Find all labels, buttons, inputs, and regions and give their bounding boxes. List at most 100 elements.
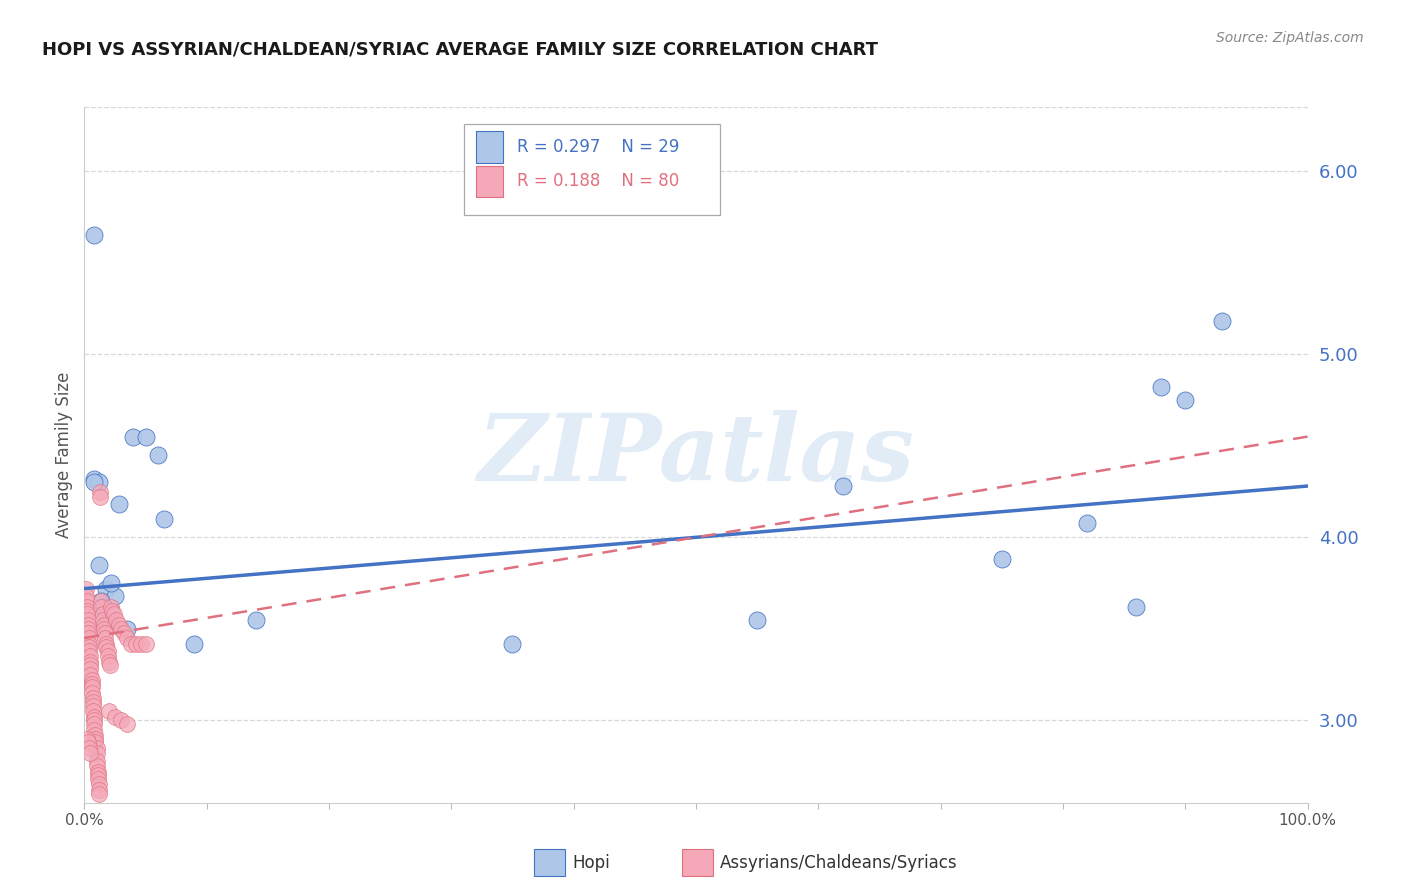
Point [97, 644, 120, 658]
Point [87, 764, 110, 779]
Point [79, 667, 101, 681]
Point [83, 475, 105, 490]
Point [125, 636, 148, 650]
FancyBboxPatch shape [464, 124, 720, 215]
Point [135, 636, 157, 650]
Point [86, 740, 108, 755]
Point [79, 655, 101, 669]
Point [76, 599, 98, 614]
Point [91, 607, 114, 622]
Point [86, 747, 108, 761]
Point [90, 599, 112, 614]
Point [77, 644, 100, 658]
Point [83, 723, 105, 737]
Point [76, 594, 98, 608]
Point [77, 618, 100, 632]
Point [93, 618, 115, 632]
Point [87, 783, 110, 797]
Point [77, 740, 100, 755]
Point [80, 681, 103, 695]
Point [831, 479, 853, 493]
Y-axis label: Average Family Size: Average Family Size [55, 372, 73, 538]
Point [90, 594, 112, 608]
Text: HOPI VS ASSYRIAN/CHALDEAN/SYRIAC AVERAGE FAMILY SIZE CORRELATION CHART: HOPI VS ASSYRIAN/CHALDEAN/SYRIAC AVERAGE… [42, 40, 879, 58]
Point [97, 704, 120, 718]
Point [146, 448, 169, 462]
FancyBboxPatch shape [475, 166, 503, 197]
Point [82, 704, 104, 718]
Text: ZIPatlas: ZIPatlas [478, 410, 914, 500]
Point [1076, 516, 1098, 530]
Point [77, 735, 100, 749]
Point [79, 649, 101, 664]
Point [97, 649, 120, 664]
Point [103, 607, 125, 622]
Point [105, 613, 128, 627]
Point [77, 622, 100, 636]
Point [84, 731, 107, 746]
Point [991, 552, 1014, 566]
Point [83, 228, 105, 243]
Point [93, 599, 115, 614]
Point [107, 497, 129, 511]
Point [86, 754, 108, 768]
Point [83, 714, 105, 728]
Point [89, 484, 111, 499]
Point [110, 622, 132, 636]
Point [77, 631, 100, 645]
Point [94, 631, 117, 645]
Point [79, 747, 101, 761]
Point [87, 475, 110, 490]
Text: Hopi: Hopi [572, 854, 610, 871]
Point [84, 735, 107, 749]
Point [96, 640, 118, 655]
Point [89, 490, 111, 504]
Text: R = 0.297    N = 29: R = 0.297 N = 29 [517, 137, 679, 156]
Point [120, 636, 142, 650]
Point [96, 582, 118, 596]
Point [96, 607, 118, 622]
Point [76, 603, 98, 617]
Point [77, 613, 100, 627]
Point [115, 717, 138, 731]
Point [84, 728, 107, 742]
Point [135, 429, 157, 443]
Point [747, 613, 769, 627]
Point [83, 472, 105, 486]
Point [80, 673, 103, 687]
Point [80, 686, 103, 700]
FancyBboxPatch shape [475, 131, 503, 162]
Point [129, 636, 152, 650]
Point [96, 636, 118, 650]
Point [110, 714, 132, 728]
Point [90, 594, 112, 608]
Point [87, 777, 110, 791]
Point [87, 558, 110, 572]
Point [104, 589, 127, 603]
Point [83, 710, 105, 724]
Text: Assyrians/Chaldeans/Syriacs: Assyrians/Chaldeans/Syriacs [720, 854, 957, 871]
Point [75, 582, 97, 596]
Point [93, 622, 115, 636]
Point [77, 625, 100, 640]
Point [97, 655, 120, 669]
Text: Source: ZipAtlas.com: Source: ZipAtlas.com [1216, 31, 1364, 45]
Point [87, 787, 110, 801]
Point [75, 589, 97, 603]
Point [76, 731, 98, 746]
Point [100, 599, 122, 614]
Point [98, 658, 121, 673]
Point [86, 759, 108, 773]
Point [77, 640, 100, 655]
Point [153, 512, 176, 526]
Point [115, 631, 138, 645]
Point [83, 717, 105, 731]
Point [183, 636, 205, 650]
Point [502, 636, 524, 650]
Point [245, 613, 267, 627]
Point [122, 429, 145, 443]
Point [82, 691, 104, 706]
Text: R = 0.188    N = 80: R = 0.188 N = 80 [517, 172, 679, 191]
Point [87, 768, 110, 782]
Point [82, 698, 104, 713]
